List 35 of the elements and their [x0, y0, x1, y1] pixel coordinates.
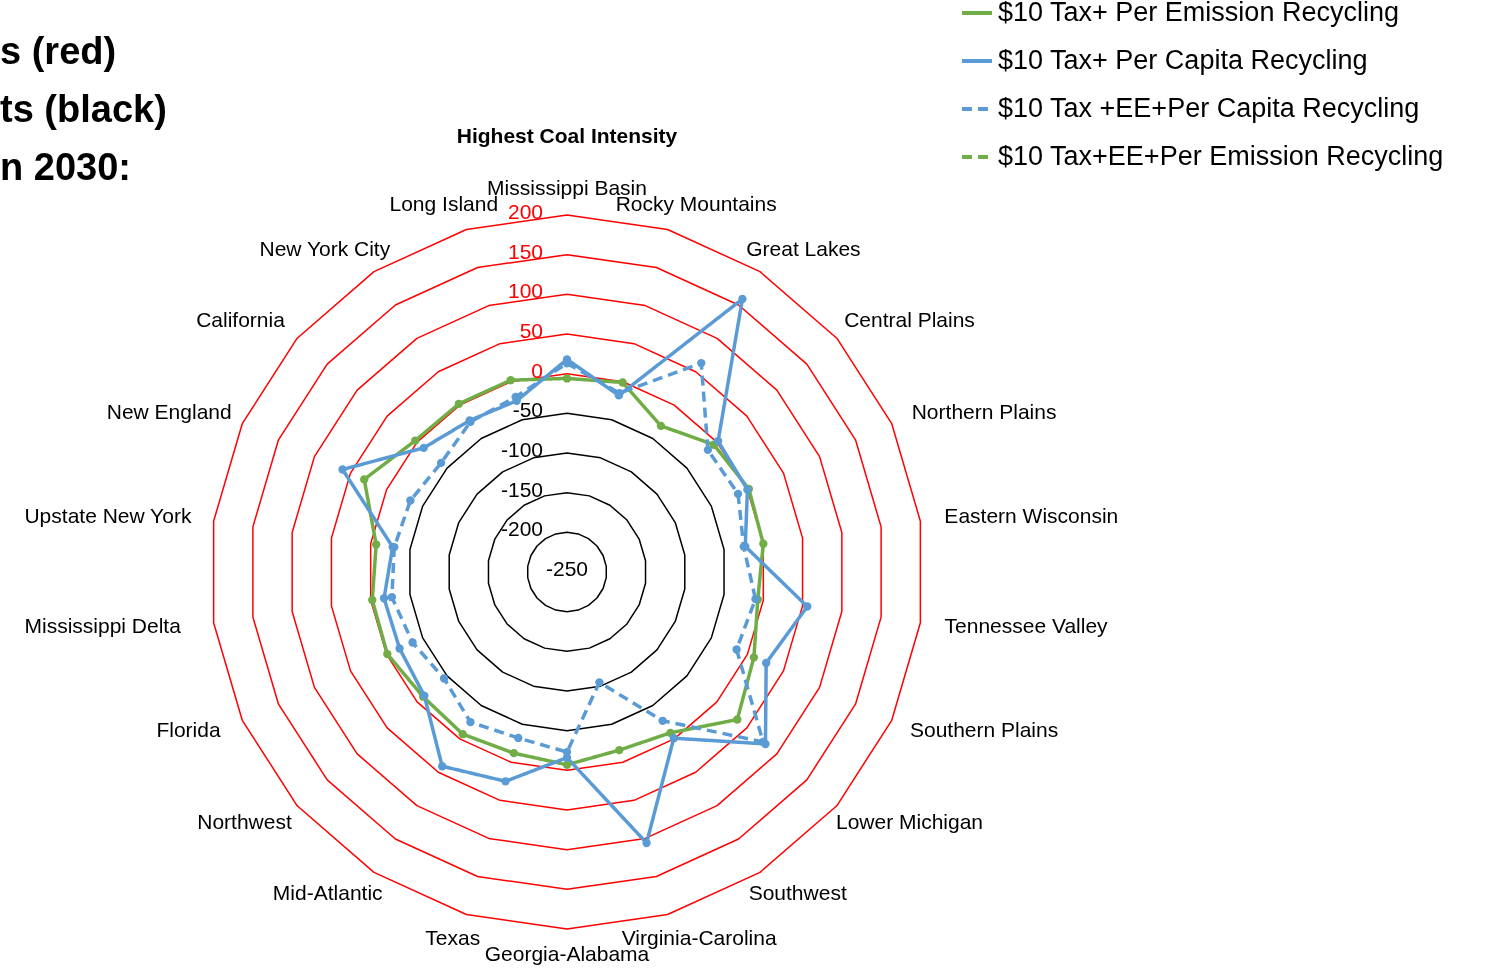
- legend-label: $10 Tax+EE+Per Emission Recycling: [998, 141, 1444, 171]
- spoke-label: Southwest: [748, 881, 847, 905]
- spoke-label: New England: [106, 399, 232, 423]
- legend-label: $10 Tax +EE+Per Capita Recycling: [998, 93, 1420, 123]
- y-tick-label: -150: [500, 477, 543, 501]
- spoke-label: Eastern Wisconsin: [944, 504, 1119, 528]
- legend-label: $10 Tax+ Per Emission Recycling: [998, 0, 1399, 27]
- y-tick-label: 150: [507, 239, 543, 263]
- y-tick-label: 100: [507, 279, 543, 303]
- spoke-label: Northern Plains: [911, 399, 1057, 423]
- y-tick-label: 0: [531, 358, 543, 382]
- y-tick-label: -250: [545, 557, 589, 580]
- spoke-label: Lower Michigan: [835, 809, 984, 833]
- spoke-label: Mississippi Delta: [24, 613, 182, 637]
- legend-label: $10 Tax+ Per Capita Recycling: [998, 45, 1368, 75]
- spoke-label: Central Plains: [844, 308, 975, 332]
- spoke-label: California: [196, 308, 286, 332]
- y-tick-label: -200: [500, 517, 543, 541]
- spoke-label: Southern Plains: [909, 718, 1059, 742]
- text: s (red): [0, 29, 118, 74]
- y-tick-label: 200: [507, 200, 543, 223]
- text: Highest Coal Intensity: [455, 124, 679, 148]
- spoke-label: New York City: [259, 236, 391, 260]
- spoke-label: Texas: [425, 926, 481, 950]
- text: n 2030:: [0, 145, 132, 190]
- spoke-label: Mid-Atlantic: [272, 881, 383, 905]
- text: ts (black): [0, 87, 167, 132]
- spoke-label: Great Lakes: [746, 236, 861, 260]
- y-tick-label: 50: [519, 319, 543, 342]
- spoke-label: Upstate New York: [24, 504, 192, 528]
- spoke-label: Florida: [156, 718, 221, 742]
- y-tick-label: -50: [512, 398, 543, 422]
- spoke-label: Northwest: [197, 809, 292, 833]
- y-tick-label: -100: [500, 438, 543, 461]
- spoke-label: Tennessee Valley: [944, 613, 1109, 637]
